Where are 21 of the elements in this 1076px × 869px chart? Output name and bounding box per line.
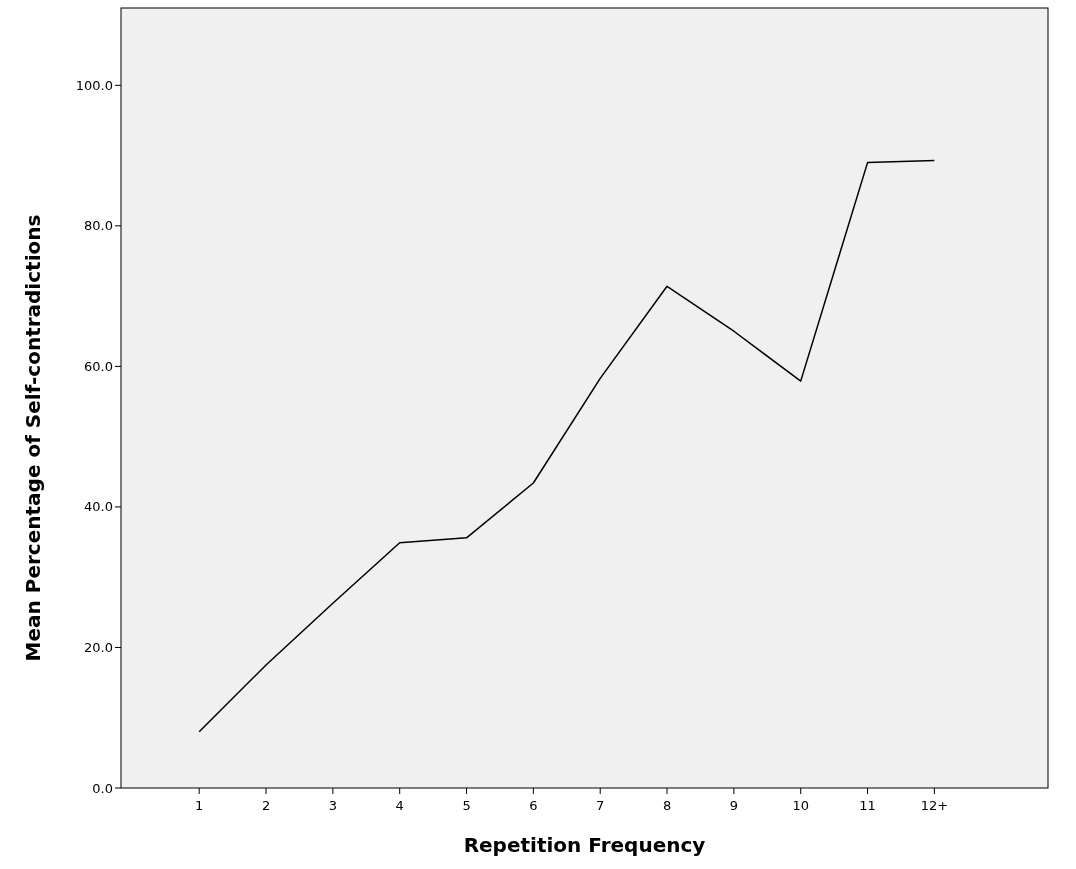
x-tick-label: 5: [462, 798, 471, 813]
y-axis-title: Mean Percentage of Self-contradictions: [21, 214, 45, 662]
y-tick-label: 20.0: [84, 640, 113, 656]
x-tick-label: 10: [792, 798, 809, 813]
x-tick-label: 9: [729, 798, 739, 813]
y-tick-label: 60.0: [84, 358, 113, 374]
x-tick-label: 3: [328, 798, 338, 813]
y-tick-label: 40.0: [84, 499, 113, 515]
x-axis-title: Repetition Frequency: [463, 833, 706, 857]
x-tick-label: 11: [859, 798, 876, 813]
y-tick-label: 100.0: [75, 77, 113, 93]
x-tick-label: 2: [261, 798, 271, 813]
x-tick-label: 4: [395, 798, 404, 813]
x-tick-label: 7: [596, 798, 605, 813]
x-tick-label: 1: [195, 798, 204, 813]
x-tick-label: 12+: [920, 798, 949, 813]
x-tick-label: 6: [529, 798, 538, 813]
x-tick-label: 8: [662, 798, 672, 813]
y-tick-label: 80.0: [84, 218, 113, 234]
line-series: [198, 159, 936, 733]
y-tick-label: 0.0: [92, 780, 113, 796]
